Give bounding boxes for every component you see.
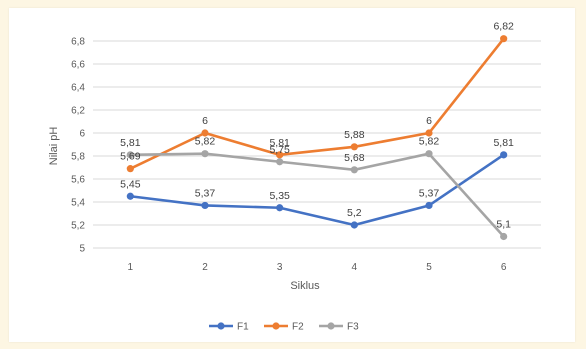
data-label-f3: 5,68 [344, 152, 365, 164]
y-tick-label: 5 [79, 244, 85, 255]
data-label-f3: 5,75 [269, 144, 290, 156]
data-label-f1: 5,37 [195, 187, 216, 199]
data-point-f3 [350, 166, 358, 174]
x-tick-label: 2 [202, 262, 208, 273]
data-labels: 5,45 5,37 5,35 5,2 5,37 5,81 5,69 6 5,81 5,88 6 6,8… [120, 21, 514, 231]
data-point-f2 [425, 129, 433, 137]
data-point-f1 [126, 192, 134, 200]
legend-marker-f1 [217, 322, 225, 330]
y-tick-label: 5,6 [71, 175, 85, 186]
data-label-f3: 5,82 [195, 136, 216, 148]
y-tick-label: 6,6 [71, 60, 85, 71]
legend-label-f1: F1 [237, 322, 249, 333]
data-label-f2: 6,82 [493, 21, 514, 33]
data-point-f3 [201, 150, 209, 158]
y-axis-ticks: 5 5,2 5,4 5,6 5,8 6 6,2 6,4 6,6 6,8 [71, 37, 85, 255]
data-point-f1 [201, 201, 209, 210]
data-label-f3: 5,82 [419, 136, 440, 148]
data-label-f3: 5,1 [496, 219, 511, 231]
data-label-f1: 5,81 [493, 137, 514, 149]
data-point-f2 [276, 151, 284, 159]
data-point-f1 [276, 204, 284, 212]
x-tick-label: 6 [501, 262, 507, 273]
x-tick-label: 5 [426, 262, 432, 273]
y-tick-label: 5,2 [71, 221, 85, 232]
legend: F1 F2 F3 [209, 322, 359, 333]
y-axis-title: Nilai pH [48, 127, 60, 166]
data-point-f2 [350, 143, 358, 151]
legend-label-f3: F3 [347, 322, 359, 333]
data-label-f1: 5,37 [419, 187, 440, 199]
data-point-f2 [201, 129, 209, 137]
legend-marker-f2 [272, 322, 280, 330]
data-label-f2: 5,81 [269, 137, 290, 149]
x-axis-title: Siklus [290, 280, 320, 292]
chart-card: 5 5,2 5,4 5,6 5,8 6 6,2 6,4 6,6 6,8 1 2 3 4 5 6 Nilai … [9, 8, 575, 342]
data-label-f2: 6 [426, 115, 432, 127]
y-tick-label: 6,4 [71, 83, 85, 94]
series-line-f3 [130, 152, 505, 238]
line-chart: 5 5,2 5,4 5,6 5,8 6 6,2 6,4 6,6 6,8 1 2 3 4 5 6 Nilai … [48, 21, 541, 333]
legend-label-f2: F2 [292, 322, 304, 333]
data-label-f3: 5,81 [120, 137, 141, 149]
data-point-f3 [276, 158, 284, 166]
x-tick-label: 1 [128, 262, 134, 273]
data-point-f1 [500, 151, 508, 159]
legend-marker-f3 [327, 322, 335, 330]
data-label-f1: 5,2 [347, 207, 362, 219]
data-point-f3 [500, 232, 508, 241]
data-label-f2: 5,88 [344, 129, 365, 141]
data-point-f1 [425, 201, 433, 210]
series-lines [126, 35, 508, 241]
data-point-f3 [126, 151, 134, 159]
y-tick-label: 6 [79, 129, 85, 140]
data-point-f2 [500, 35, 508, 43]
y-tick-label: 6,8 [71, 37, 85, 48]
x-tick-label: 3 [277, 262, 283, 273]
series-line-f2 [129, 37, 505, 170]
data-point-f1 [350, 221, 358, 229]
data-point-f3 [425, 150, 433, 158]
data-label-f2: 5,69 [120, 151, 141, 163]
x-tick-label: 4 [352, 262, 358, 273]
x-axis-ticks: 1 2 3 4 5 6 [128, 262, 507, 273]
y-tick-label: 5,8 [71, 152, 85, 163]
series-line-f1 [130, 153, 505, 227]
data-label-f2: 6 [202, 115, 208, 127]
y-tick-label: 6,2 [71, 106, 85, 117]
data-label-f1: 5,35 [269, 190, 290, 202]
y-tick-label: 5,4 [71, 198, 85, 209]
data-point-f2 [126, 165, 134, 173]
data-label-f1: 5,45 [120, 178, 141, 190]
